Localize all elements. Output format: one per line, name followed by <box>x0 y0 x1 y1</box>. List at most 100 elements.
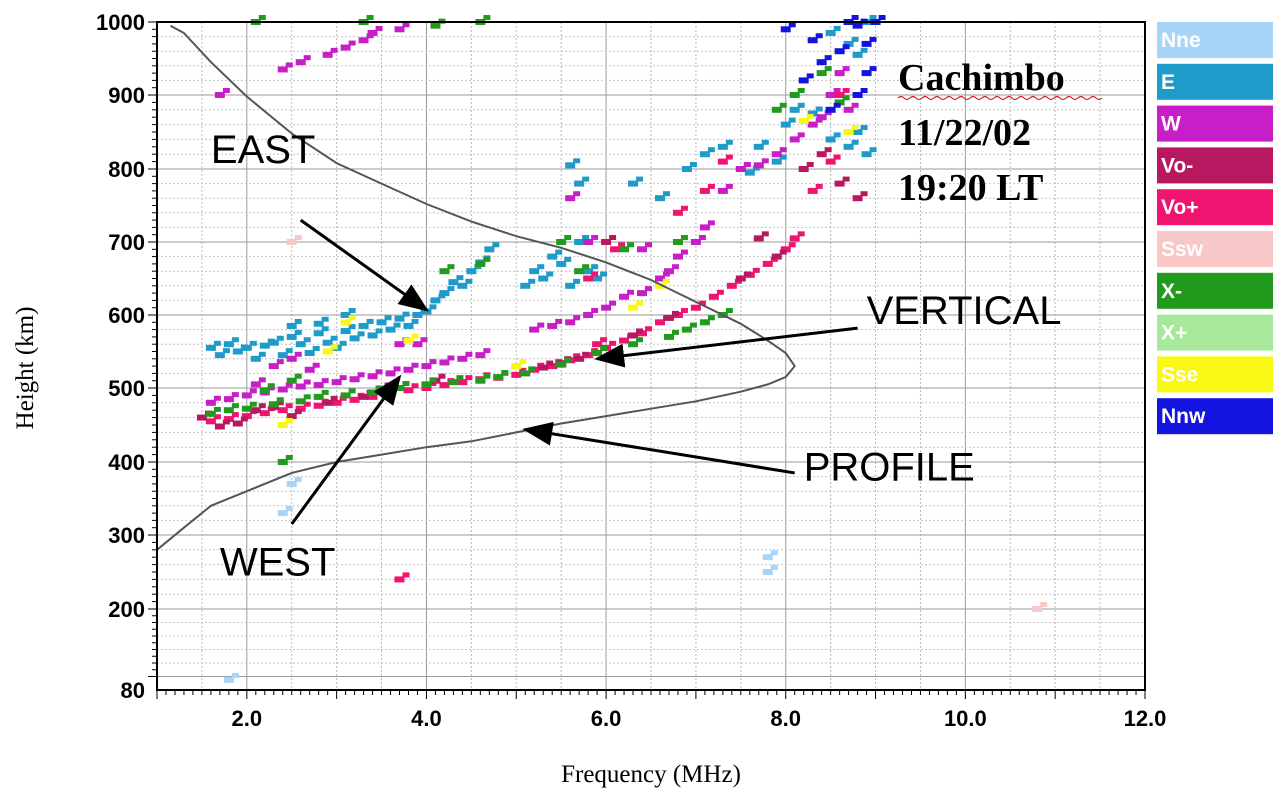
echo-point-vo <box>699 187 710 194</box>
echo-point-e <box>851 36 859 42</box>
echo-point-x <box>824 66 832 72</box>
echo-point-vo <box>591 271 599 277</box>
echo-point-vo <box>231 412 239 418</box>
echo-point-e <box>636 176 644 182</box>
echo-point-w <box>645 242 653 248</box>
annotations: EAST WEST VERTICAL PROFILE <box>211 128 1062 585</box>
echo-point-nne <box>285 506 293 512</box>
echo-point-w <box>565 195 576 202</box>
echo-point-x <box>223 407 234 414</box>
echo-point-x <box>564 357 572 363</box>
echo-point-vo <box>654 319 665 326</box>
echo-point-e <box>313 320 324 327</box>
echo-point-e <box>285 348 293 354</box>
echo-point-vo <box>628 332 639 339</box>
y-tick-labels: 80 200 300 400 500 600 700 800 900 1000 <box>96 10 145 703</box>
echo-point-e <box>456 275 464 281</box>
echo-point-e <box>384 315 392 321</box>
echo-point-x <box>574 268 585 275</box>
echo-point-w <box>394 341 405 348</box>
echo-point-x <box>276 397 284 403</box>
echo-point-vo <box>205 418 216 425</box>
echo-point-vo <box>762 260 773 267</box>
y-tick-label: 300 <box>108 523 145 548</box>
echo-point-x <box>816 70 827 77</box>
echo-point-e <box>295 341 306 348</box>
echo-point-w <box>807 121 818 128</box>
annotation-profile: PROFILE <box>804 445 975 489</box>
echo-point-w <box>761 158 769 164</box>
echo-point-e <box>662 191 670 197</box>
echo-point-x <box>277 459 288 465</box>
echo-point-x <box>367 389 378 396</box>
echo-point-vo <box>222 419 230 425</box>
echo-point-w <box>565 319 576 326</box>
echo-point-x <box>303 394 311 400</box>
echo-point-vo <box>834 180 845 187</box>
echo-point-vo <box>842 176 850 182</box>
echo-point-w <box>779 147 787 153</box>
echo-point-w <box>690 239 701 245</box>
echo-point-nnw <box>852 92 863 98</box>
echo-point-x <box>475 377 486 384</box>
echo-point-nnw <box>833 102 841 108</box>
echo-point-e <box>286 333 297 340</box>
echo-point-sse <box>806 113 814 119</box>
echo-point-vo <box>241 413 252 420</box>
echo-point-vo <box>465 375 473 381</box>
echo-point-vo <box>609 340 617 346</box>
echo-point-w <box>825 92 836 98</box>
echo-point-nnw <box>860 88 868 93</box>
echo-point-e <box>815 106 823 112</box>
echo-point-vo <box>842 88 850 93</box>
echo-point-e <box>825 29 836 36</box>
echo-point-w <box>313 382 324 389</box>
echo-point-vo <box>457 379 468 386</box>
echo-point-vo <box>671 310 679 316</box>
station-info-line: 11/22/02 <box>898 112 1031 154</box>
echo-point-w <box>627 289 635 295</box>
echo-point-w <box>349 376 360 383</box>
echo-point-nne <box>286 480 297 487</box>
station-info-line: 19:20 LT <box>898 167 1043 209</box>
echo-point-e <box>744 169 755 176</box>
annotation-west: WEST <box>220 541 336 585</box>
echo-point-e <box>268 339 279 346</box>
legend-swatch <box>1157 231 1273 267</box>
echo-point-sse <box>511 363 522 370</box>
echo-point-w <box>573 191 581 197</box>
echo-point-vo <box>394 576 405 583</box>
echo-point-e <box>366 318 374 324</box>
echo-point-w <box>842 66 850 72</box>
echo-point-vo <box>698 300 706 306</box>
echo-point-w <box>286 355 297 362</box>
echo-point-w <box>753 162 764 169</box>
echo-point-x <box>842 95 850 101</box>
echo-point-w <box>222 88 230 93</box>
echo-point-w <box>743 162 751 167</box>
echo-point-vo <box>196 414 207 421</box>
echo-point-w <box>583 312 594 318</box>
echo-point-e <box>375 328 383 334</box>
annotation-vertical: VERTICAL <box>867 289 1062 333</box>
y-tick-label: 500 <box>108 376 145 401</box>
legend: Nne EW Vo- Vo+ Ssw X- X+ Sse Nnw <box>1157 22 1273 435</box>
echo-point-w <box>475 352 486 359</box>
y-tick-label: 1000 <box>96 10 145 35</box>
echo-point-e <box>241 344 252 351</box>
echo-point-x <box>600 345 608 351</box>
echo-point-vo <box>294 409 302 415</box>
echo-point-vo <box>349 396 360 403</box>
echo-point-w <box>797 132 805 138</box>
echo-points <box>196 15 1048 683</box>
echo-point-x <box>689 322 697 328</box>
echo-point-x <box>779 102 787 108</box>
echo-point-vo <box>717 158 728 165</box>
echo-point-vo <box>322 399 333 406</box>
echo-point-vo <box>258 403 266 409</box>
echo-point-w <box>637 246 648 253</box>
x-axis-title: Frequency (MHz) <box>561 761 741 788</box>
echo-point-w <box>250 381 261 388</box>
legend-label: Ssw <box>1161 238 1204 261</box>
echo-point-x <box>627 242 635 248</box>
